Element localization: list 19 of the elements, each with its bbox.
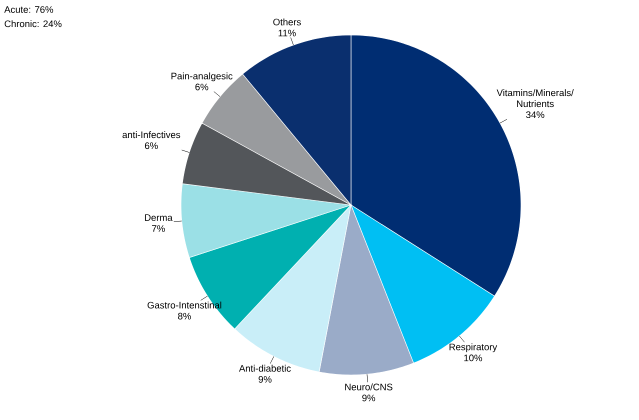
- data-label: 7%: [152, 225, 165, 232]
- text: Chronic: 24%: [4, 20, 62, 28]
- slice-label: Anti-diabetic: [239, 364, 291, 372]
- slice-label: Others: [273, 18, 301, 26]
- slice-label: Derma: [144, 214, 173, 221]
- data-label: 34%: [526, 111, 544, 118]
- slice-label: anti-Infectives: [122, 131, 180, 138]
- slice-label: Neuro/CNS: [345, 383, 392, 390]
- data-label: 11%: [278, 30, 296, 36]
- slice-label: Vitamins/Minerals/ Nutrients: [496, 89, 574, 108]
- data-label: 6%: [195, 84, 208, 90]
- text: Acute: 76%: [4, 6, 54, 13]
- slice-label: Respiratory: [450, 343, 498, 352]
- data-label: 9%: [258, 376, 272, 383]
- data-label: 9%: [362, 394, 376, 402]
- data-label: 8%: [178, 312, 191, 320]
- slice-label: Pain-analgesic: [171, 72, 233, 82]
- data-label: 6%: [144, 142, 158, 150]
- data-label: 10%: [464, 354, 482, 362]
